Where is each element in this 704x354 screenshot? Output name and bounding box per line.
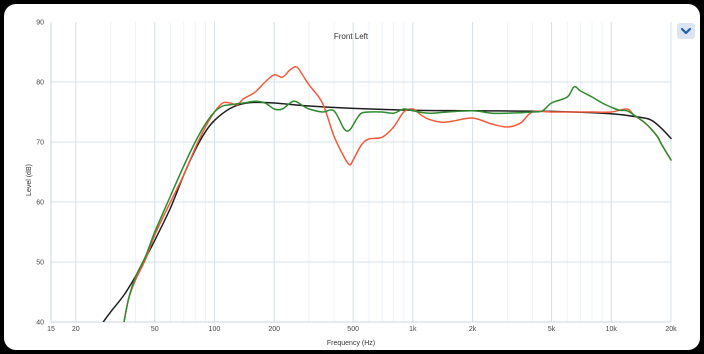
series (102, 66, 672, 322)
chart-title: Front Left (334, 32, 369, 41)
x-tick-label: 500 (347, 326, 359, 333)
chart-menu-button[interactable] (677, 23, 695, 39)
x-tick-label: 1k (409, 326, 417, 333)
x-axis-title: Frequency (Hz) (327, 340, 375, 347)
y-tick-label: 80 (36, 80, 44, 87)
y-tick-label: 70 (36, 140, 44, 147)
y-tick-label: 90 (36, 20, 44, 27)
chevron-down-icon (680, 27, 692, 35)
x-tick-label: 50 (151, 326, 159, 333)
x-tick-label: 20k (665, 326, 677, 333)
x-tick-label: 2k (469, 326, 477, 333)
series-line-1 (102, 101, 672, 322)
x-tick-label: 5k (548, 326, 556, 333)
x-tick-label: 100 (209, 326, 221, 333)
frequency-response-chart: 15 20 50 100 200 500 1k 2k 5k 10k 20k405060708090 … (26, 20, 677, 348)
chart-card: 15 20 50 100 200 500 1k 2k 5k 10k 20k 40 50 60 70 80 90 … (4, 4, 700, 350)
x-tick-label: 200 (268, 326, 280, 333)
x-tick-label: 10k (606, 326, 618, 333)
series-line-3 (123, 85, 672, 322)
y-axis-title: Level (dB) (26, 164, 33, 196)
x-tick-label: 15 (47, 326, 55, 333)
y-tick-label: 40 (36, 320, 44, 327)
y-tick-label: 60 (36, 200, 44, 207)
x-tick-label: 20 (72, 326, 80, 333)
tick-labels: 15 20 50 100 200 500 1k 2k 5k 10k 20k 40 50 60 70 80 90 (36, 20, 677, 334)
series-line-2 (123, 66, 672, 322)
grid (50, 22, 672, 323)
y-tick-label: 50 (36, 260, 44, 267)
